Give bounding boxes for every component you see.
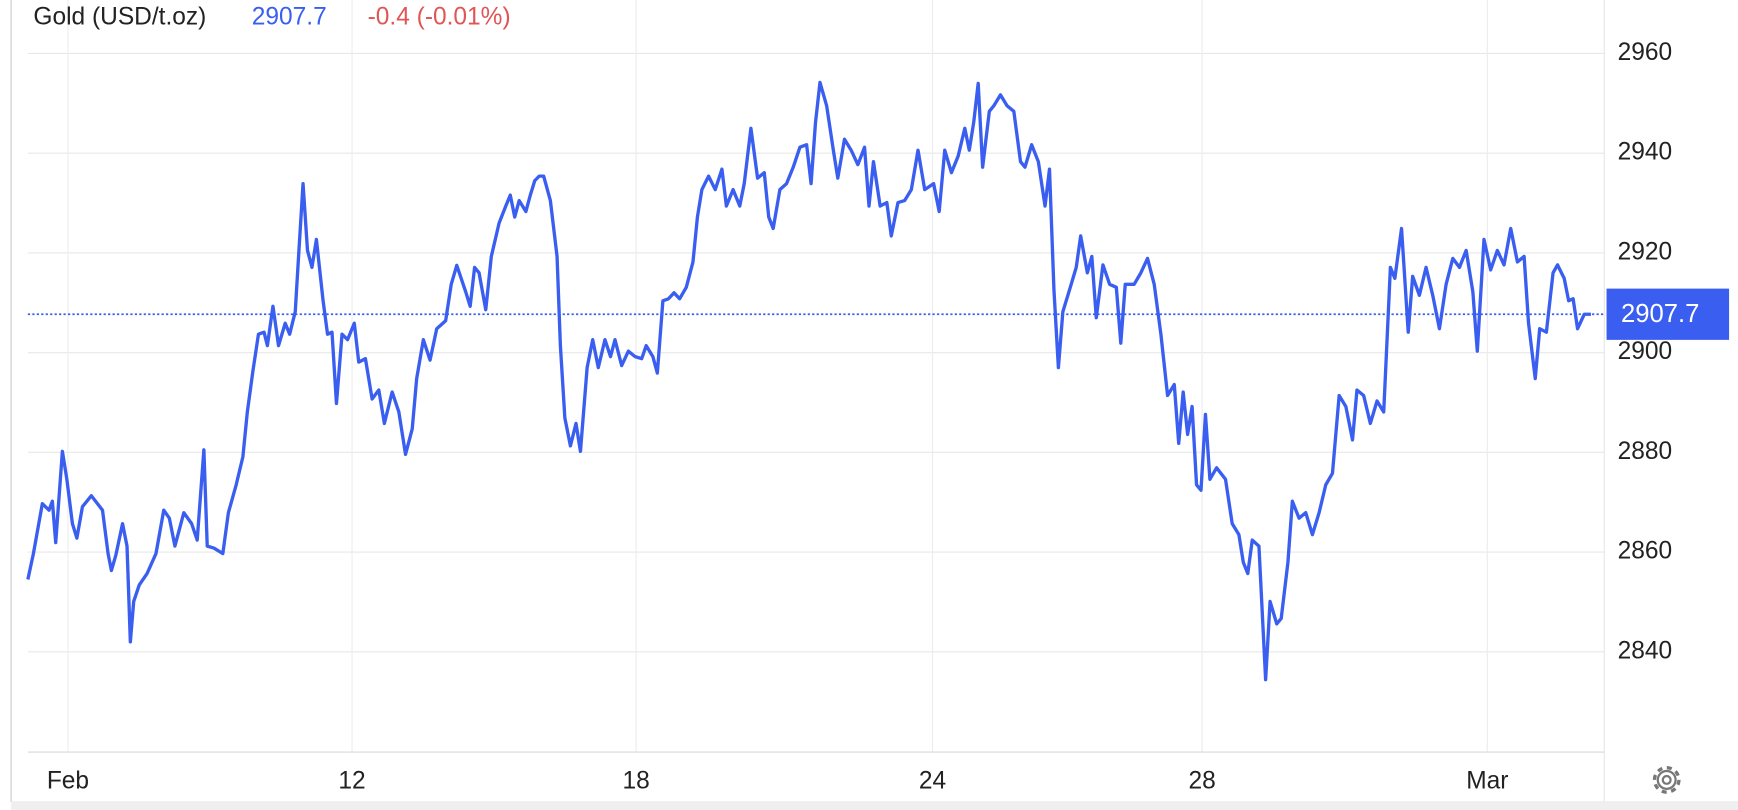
price-line (26, 80, 1591, 682)
x-tick-label: Mar (1466, 768, 1508, 795)
plot (26, 80, 1605, 682)
gear-ring (1656, 769, 1677, 790)
header-change: -0.4 (-0.01%) (368, 3, 511, 30)
y-tick-label: 2900 (1618, 338, 1673, 365)
chart-title: Gold (USD/t.oz) (33, 3, 206, 30)
x-tick-label: 18 (623, 768, 650, 795)
y-tick-label: 2840 (1618, 637, 1673, 664)
frame-bottom (11, 801, 1738, 810)
y-tick-label: 2920 (1618, 238, 1673, 265)
x-tick-label: 24 (919, 768, 946, 795)
grid (27, 0, 1605, 752)
x-tick-label: 12 (338, 768, 365, 795)
gear-hub (1661, 774, 1672, 785)
y-tick-label: 2940 (1618, 139, 1673, 166)
x-tick-label: 28 (1188, 768, 1215, 795)
settings-icon[interactable] (1652, 765, 1681, 794)
y-tick-label: 2860 (1618, 538, 1673, 565)
y-tick-label: 2880 (1618, 438, 1673, 465)
x-tick-label: Feb (47, 768, 89, 795)
last-price-tag (1606, 288, 1730, 340)
gear-teeth (1652, 765, 1681, 794)
y-tick-label: 2960 (1618, 39, 1673, 66)
header-price: 2907.7 (252, 3, 327, 30)
labels: 2840 2860 2880 2900 2920 2940 2960 Feb 12 18 24 28 M… (47, 39, 1730, 795)
last-price-label: 2907.7 (1621, 300, 1699, 328)
